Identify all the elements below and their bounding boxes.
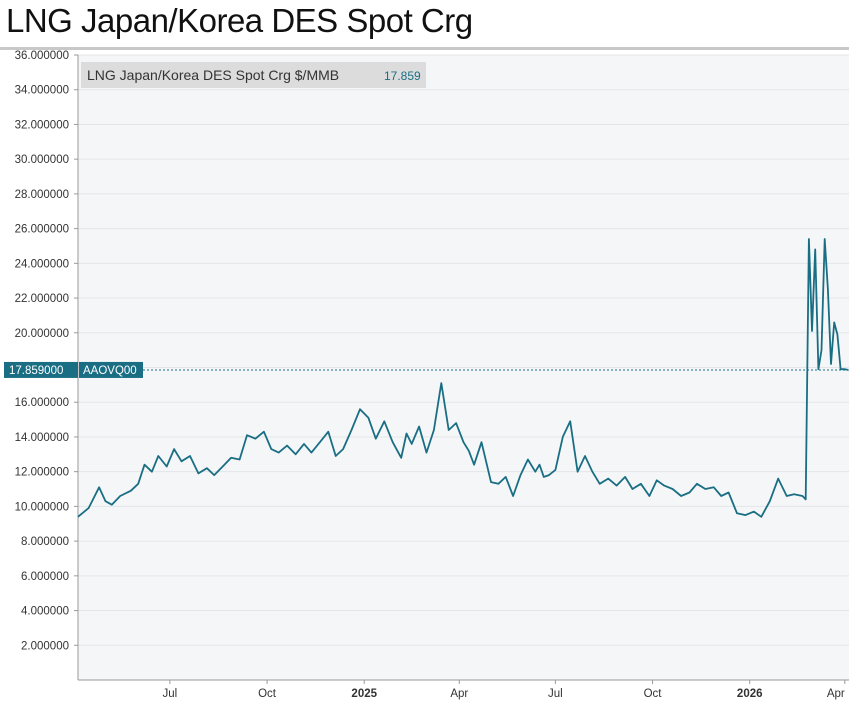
- legend-box: [81, 62, 426, 88]
- page-title: LNG Japan/Korea DES Spot Crg: [6, 2, 473, 39]
- x-tick-label: Oct: [644, 688, 663, 700]
- y-tick-label: 6.000000: [21, 571, 69, 583]
- title-divider: [0, 47, 849, 50]
- y-tick-label: 2.000000: [21, 640, 69, 652]
- x-tick-label: Oct: [258, 688, 277, 700]
- y-tick-label: 22.000000: [15, 293, 69, 305]
- y-tick-label: 10.000000: [15, 501, 69, 513]
- x-tick-label: Apr: [450, 688, 468, 700]
- series-line: [77, 238, 849, 518]
- y-tick-label: 30.000000: [15, 154, 69, 166]
- x-axis: Jul Oct 2025 Apr Jul Oct 2026 Apr: [163, 680, 846, 700]
- y-tick-label: 14.000000: [15, 432, 69, 444]
- legend: LNG Japan/Korea DES Spot Crg $/MMB 17.85…: [81, 62, 426, 88]
- current-value-label: 17.859000: [9, 365, 63, 377]
- series-code-label: AAOVQ00: [83, 365, 137, 377]
- x-tick-label: Jul: [163, 688, 178, 700]
- legend-series-name: LNG Japan/Korea DES Spot Crg $/MMB: [87, 67, 339, 83]
- y-tick-label: 20.000000: [15, 328, 69, 340]
- y-tick-label: 12.000000: [15, 467, 69, 479]
- y-tick-label: 26.000000: [15, 224, 69, 236]
- y-tick-label: 8.000000: [21, 536, 69, 548]
- x-tick-label: Jul: [548, 688, 563, 700]
- legend-series-value: 17.859: [384, 69, 421, 83]
- y-tick-label: 16.000000: [15, 397, 69, 409]
- y-tick-label: 4.000000: [21, 606, 69, 618]
- y-tick-label: 32.000000: [15, 119, 69, 131]
- grid-lines: [78, 54, 849, 646]
- series-code-box: [79, 361, 143, 378]
- current-value-marker: 17.859000 AAOVQ00: [4, 361, 143, 378]
- x-tick-label: Apr: [827, 688, 845, 700]
- current-value-box: [4, 361, 78, 378]
- x-tick-label: 2025: [351, 688, 377, 700]
- y-tick-label: 28.000000: [15, 189, 69, 201]
- y-tick-label: 36.000000: [15, 50, 69, 62]
- x-tick-label: 2026: [737, 688, 763, 700]
- y-tick-label: 34.000000: [15, 85, 69, 97]
- y-axis: 36.000000 34.000000 32.000000 30.000000 28.0…: [15, 50, 78, 652]
- y-tick-label: 24.000000: [15, 258, 69, 270]
